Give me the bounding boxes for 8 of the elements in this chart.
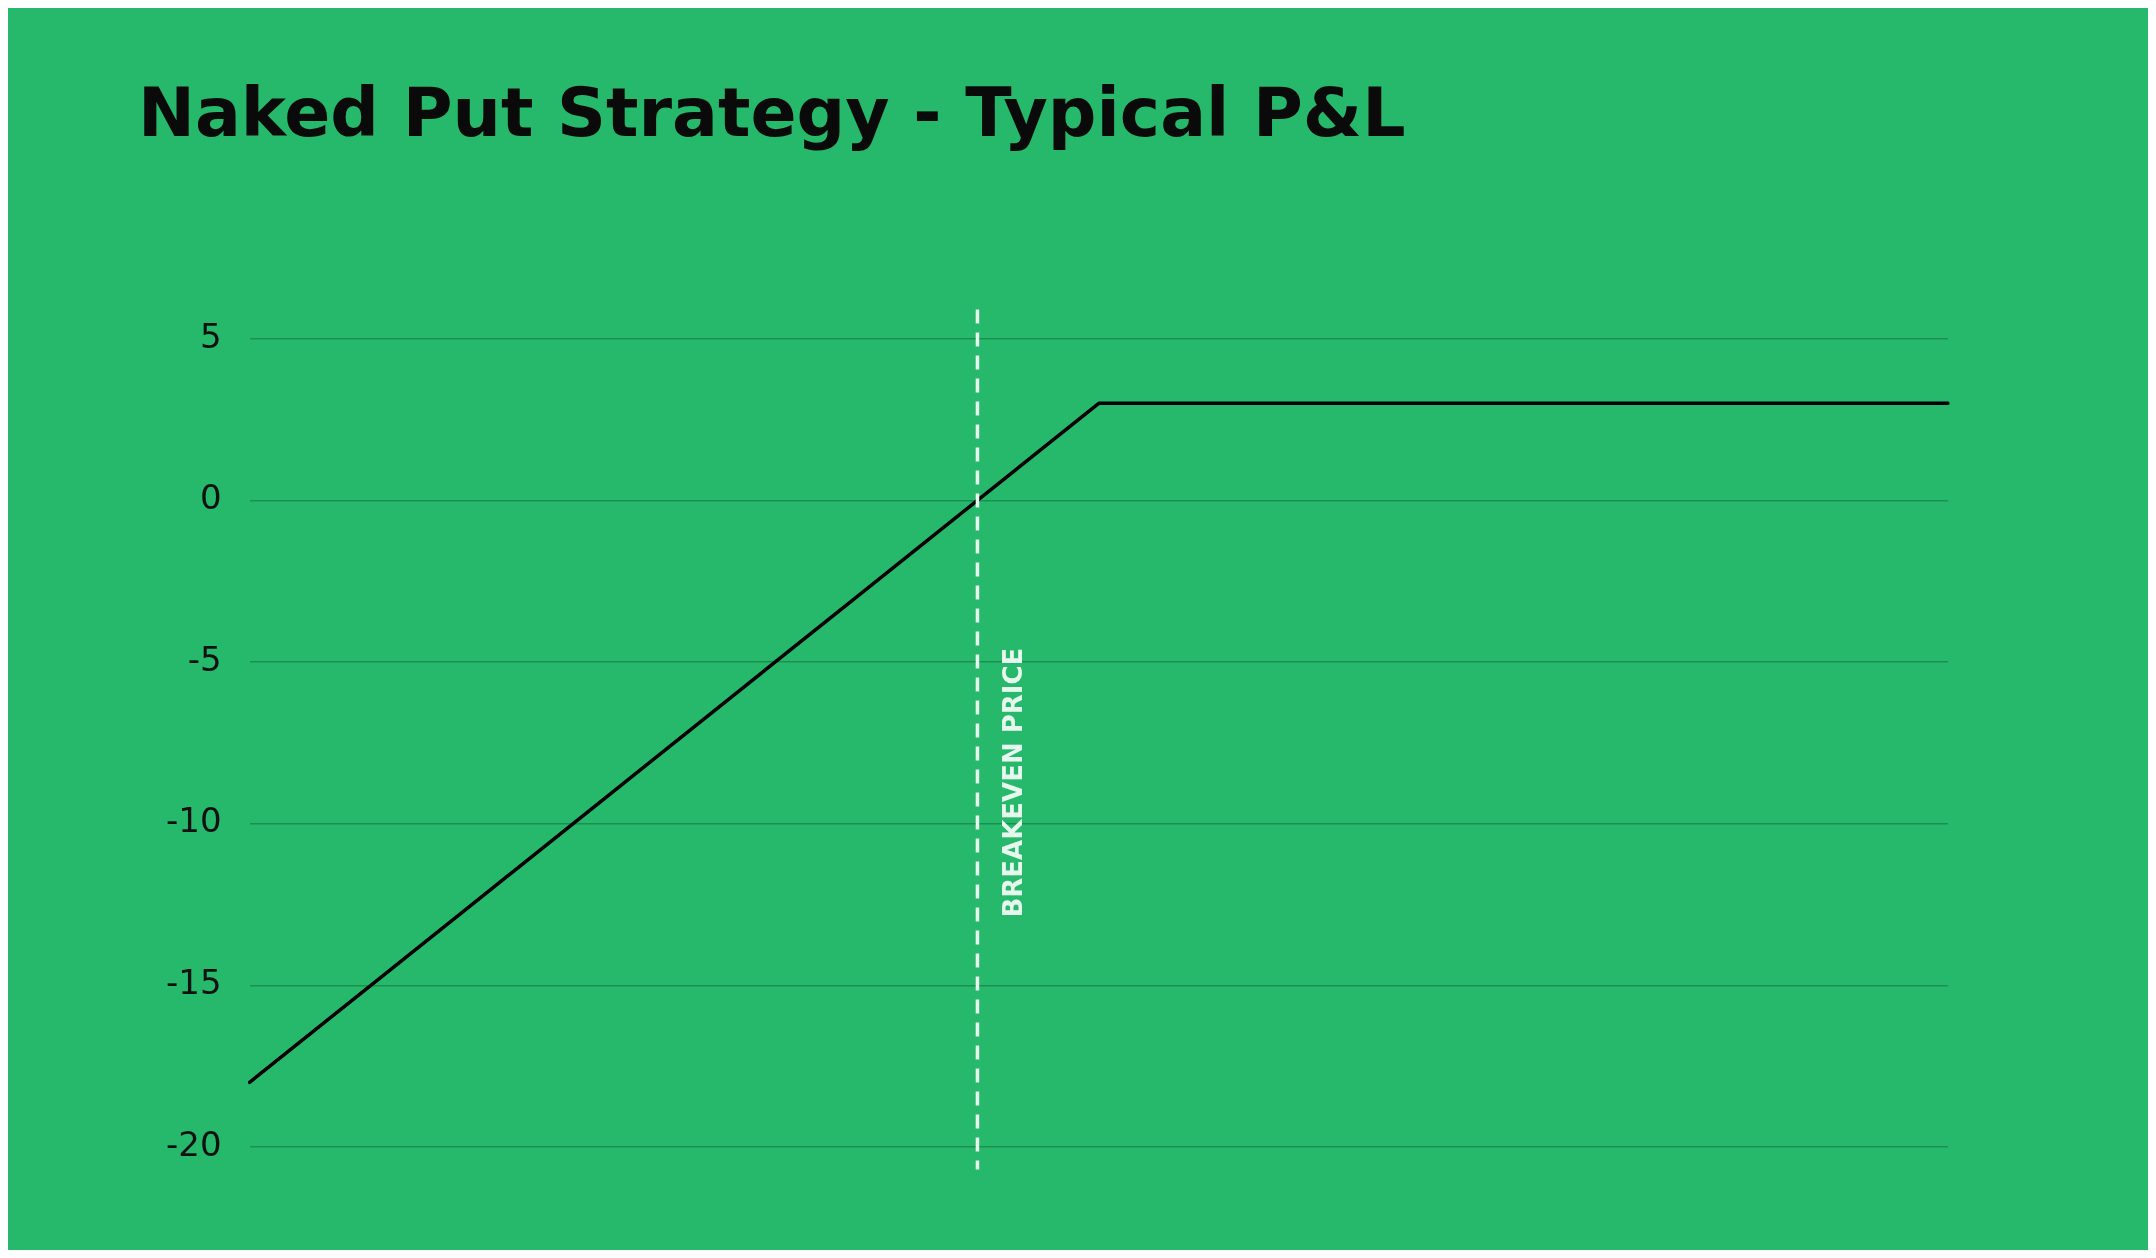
y-tick-label: -10 <box>165 800 222 841</box>
y-tick-label: 5 <box>199 315 222 356</box>
y-tick-label: -20 <box>165 1123 222 1164</box>
y-tick-label: -15 <box>165 962 222 1003</box>
annotation: BREAKEVEN PRICE <box>998 647 1029 918</box>
y-tick-label: -5 <box>187 638 222 679</box>
y-tick-label: 0 <box>199 477 222 518</box>
chart-title: Naked Put Strategy - Typical P&L <box>138 73 1406 153</box>
